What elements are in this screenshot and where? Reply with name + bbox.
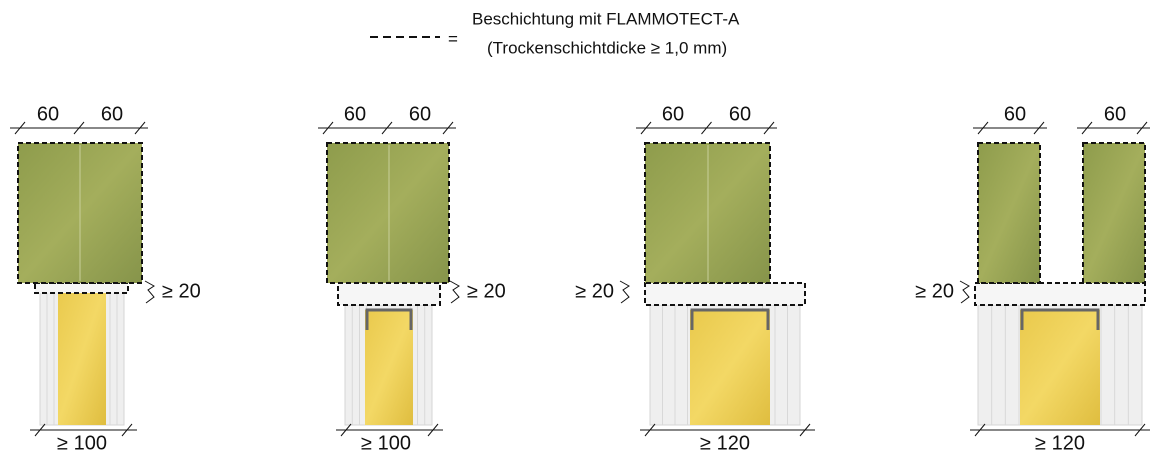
- dim-tick: [340, 423, 352, 437]
- dim-label: ≥ 100: [57, 432, 107, 454]
- core-insulation: [1020, 310, 1100, 425]
- dim-tick: [14, 121, 26, 135]
- dim-tick: [799, 423, 811, 437]
- dim-label: 60: [344, 103, 366, 125]
- mineral-wool: [326, 142, 450, 284]
- mineral-wool: [977, 142, 1041, 284]
- dim-tick: [763, 121, 775, 135]
- steel-channel: [365, 308, 413, 330]
- gap-bracket: [144, 280, 155, 304]
- dim-tick: [977, 121, 989, 135]
- dim-tick: [322, 121, 334, 135]
- dim-tick: [974, 423, 986, 437]
- dim-label: ≥ 20: [575, 280, 614, 302]
- dim-label: 60: [37, 103, 59, 125]
- legend-text: (Trockenschichtdicke ≥ 1,0 mm): [487, 38, 727, 57]
- core-insulation: [365, 310, 413, 425]
- dim-tick: [34, 423, 46, 437]
- dim-label: 60: [101, 103, 123, 125]
- gap-bracket: [619, 280, 630, 304]
- dim-tick: [701, 121, 712, 135]
- dim-label: ≥ 20: [915, 280, 954, 302]
- dim-tick: [644, 423, 656, 437]
- dim-tick: [640, 121, 652, 135]
- dim-tick: [427, 423, 439, 437]
- dim-label: 60: [1104, 103, 1126, 125]
- steel-channel: [690, 308, 770, 330]
- dim-tick: [134, 121, 146, 135]
- dim-label: ≥ 20: [162, 280, 201, 302]
- coated-strip: [974, 282, 1146, 306]
- dim-label: ≥ 120: [1035, 432, 1085, 454]
- dim-label: 60: [409, 103, 431, 125]
- gap-bracket: [959, 280, 970, 304]
- dim-tick: [73, 121, 85, 135]
- dim-tick: [1081, 121, 1093, 135]
- core-insulation: [690, 310, 770, 425]
- dim-label: 60: [729, 103, 751, 125]
- steel-channel: [1020, 308, 1100, 330]
- legend-text: Beschichtung mit FLAMMOTECT-A: [472, 9, 740, 28]
- mineral-wool: [1082, 142, 1146, 284]
- coated-strip: [34, 282, 129, 294]
- dim-tick: [381, 121, 393, 135]
- dim-tick: [121, 423, 133, 437]
- dim-tick: [1136, 121, 1148, 135]
- dim-label: 60: [1004, 103, 1026, 125]
- coated-strip: [337, 282, 441, 306]
- dim-label: ≥ 120: [700, 432, 750, 454]
- dim-tick: [1033, 121, 1045, 135]
- dim-tick: [442, 121, 454, 135]
- core-insulation: [58, 283, 106, 425]
- legend-equals: =: [448, 29, 458, 48]
- coated-strip: [644, 282, 806, 306]
- dim-label: ≥ 20: [467, 280, 506, 302]
- dim-label: ≥ 100: [361, 432, 411, 454]
- details: 60 60 ≥ 100 ≥ 20 60 60 ≥ 100 ≥ 20 60 60 ≥ 120 ≥ 20 6…: [10, 103, 1150, 454]
- dim-tick: [1134, 423, 1146, 437]
- dim-label: 60: [662, 103, 684, 125]
- gap-bracket: [449, 280, 460, 304]
